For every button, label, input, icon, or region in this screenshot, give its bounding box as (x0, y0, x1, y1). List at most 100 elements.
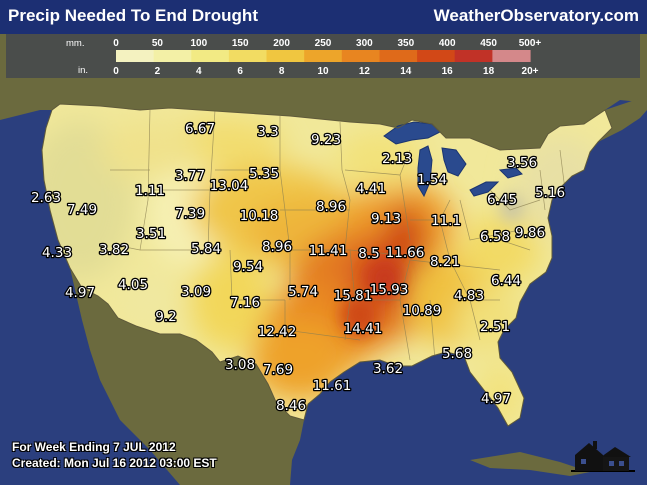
map-value-label: 11.61 (313, 378, 352, 394)
map-value-label: 9.2 (155, 309, 176, 325)
title-bar: Precip Needed To End Drought WeatherObse… (0, 0, 647, 35)
legend-swatch (116, 50, 155, 62)
mexico-land (70, 268, 304, 485)
footer-week: For Week Ending 7 JUL 2012 (12, 440, 176, 454)
map-value-label: 5.74 (288, 284, 318, 300)
map-value-label: 10.18 (240, 208, 279, 224)
canada-east-land (598, 96, 647, 142)
legend-mm-label: mm. (66, 38, 84, 49)
lake-ontario (498, 167, 523, 179)
legend-mm-tick: 400 (439, 38, 456, 49)
map-value-label: 11.41 (309, 243, 348, 259)
map-value-label: 8.21 (430, 254, 460, 270)
legend-in-tick: 10 (317, 66, 329, 77)
map-value-label: 3.82 (99, 242, 129, 258)
map-value-label: 8.46 (276, 398, 306, 414)
map-value-label: 4.41 (356, 181, 386, 197)
map-value-label: 4.05 (118, 277, 148, 293)
legend-mm-tick: 250 (315, 38, 332, 49)
site-name[interactable]: WeatherObservatory.com (433, 6, 639, 25)
lake-huron (441, 147, 467, 177)
map-value-label: 5.16 (535, 185, 565, 201)
map-value-label: 11.1 (431, 213, 461, 229)
map-value-label: 3.09 (181, 284, 211, 300)
map-value-label: 7.39 (175, 206, 205, 222)
map-value-label: 3.77 (175, 168, 205, 184)
map-value-label: 8.96 (262, 239, 292, 255)
legend-swatch (379, 50, 418, 62)
legend-in-tick: 4 (196, 66, 202, 77)
map-value-label: 3.51 (136, 226, 166, 242)
map-value-label: 3.08 (225, 357, 255, 373)
legend-in-tick: 8 (279, 66, 285, 77)
map-value-label: 9.86 (515, 225, 545, 241)
legend-swatch (341, 50, 380, 62)
legend-mm-tick: 150 (232, 38, 249, 49)
legend-mm-tick: 500+ (519, 38, 542, 49)
legend-swatch (304, 50, 343, 62)
legend-mm-tick: 350 (397, 38, 414, 49)
legend-in-tick: 20+ (522, 66, 539, 77)
great-lakes (383, 121, 523, 198)
lake-michigan (417, 145, 433, 198)
legend-swatch (153, 50, 192, 62)
legend-mm-tick: 450 (480, 38, 497, 49)
map-value-label: 4.83 (454, 288, 484, 304)
map-value-label: 4.97 (65, 285, 95, 301)
legend-swatch (454, 50, 493, 62)
map-value-label: 15.81 (334, 288, 373, 304)
map-value-label: 12.42 (258, 324, 297, 340)
map-value-label: 6.45 (487, 192, 517, 208)
legend-swatch (266, 50, 305, 62)
map-value-label: 11.66 (386, 245, 425, 261)
map-value-label: 13.04 (210, 178, 249, 194)
legend-mm-tick: 100 (190, 38, 207, 49)
value-labels: 6.67 3.3 9.23 2.13 3.56 3.77 13.045.35 1.54 4.41… (30, 120, 567, 416)
drought-map: mm. in. 0 50 100 150 200 250 300 350 400 450 500+ … (0, 34, 647, 485)
map-value-label: 6.67 (185, 121, 215, 137)
map-value-label: 2.63 (31, 190, 61, 206)
baja-land (80, 288, 126, 396)
map-value-label: 8.5 (358, 246, 379, 262)
map-title: Precip Needed To End Drought (8, 6, 258, 25)
legend: mm. in. 0 50 100 150 200 250 300 350 400 450 500+ … (6, 34, 640, 78)
legend-swatch (492, 50, 531, 62)
footer-created: Created: Mon Jul 16 2012 03:00 EST (12, 456, 217, 470)
map-value-label: 14.41 (344, 321, 383, 337)
map-value-label: 3.3 (257, 124, 278, 140)
map-value-label: 5.68 (442, 346, 472, 362)
map-value-label: 7.49 (67, 202, 97, 218)
lake-erie (469, 181, 500, 197)
map-value-label: 7.16 (230, 295, 260, 311)
map-value-label: 1.54 (417, 172, 447, 188)
legend-mm-ticks: 0 50 100 150 200 250 300 350 400 450 500+ (113, 38, 541, 49)
legend-in-tick: 14 (400, 66, 412, 77)
legend-in-tick: 0 (113, 66, 119, 77)
legend-in-label: in. (78, 65, 88, 76)
map-value-label: 2.13 (382, 151, 412, 167)
map-value-label: 9.54 (233, 259, 263, 275)
legend-mm-tick: 0 (113, 38, 119, 49)
legend-in-tick: 16 (442, 66, 454, 77)
map-value-label: 5.84 (191, 241, 221, 257)
legend-in-tick: 12 (359, 66, 371, 77)
legend-swatches (116, 50, 531, 62)
legend-swatch (417, 50, 456, 62)
map-value-label: 15.93 (370, 282, 409, 298)
map-value-label: 9.23 (311, 132, 341, 148)
cuba-land (470, 452, 590, 476)
map-value-label: 6.58 (480, 229, 510, 245)
map-value-label: 8.96 (316, 199, 346, 215)
map-value-label: 6.44 (491, 273, 521, 289)
map-value-label: 4.97 (481, 391, 511, 407)
house-logo-icon[interactable] (567, 435, 639, 475)
map-value-label: 1.11 (135, 183, 165, 199)
legend-mm-tick: 50 (152, 38, 164, 49)
legend-in-tick: 6 (237, 66, 243, 77)
map-value-label: 3.56 (507, 155, 537, 171)
legend-swatch (228, 50, 268, 62)
legend-in-tick: 18 (483, 66, 495, 77)
legend-swatch (191, 50, 230, 62)
map-value-label: 10.89 (403, 303, 442, 319)
